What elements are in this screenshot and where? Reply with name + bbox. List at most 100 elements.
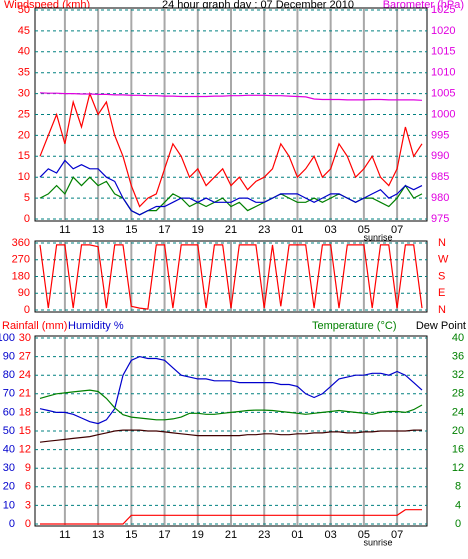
y-tick-label: 20 [18, 129, 30, 141]
y2-tick-label: E [438, 287, 445, 299]
y-tick-label: 180 [12, 270, 30, 282]
y-tick-label: 10 [3, 499, 15, 511]
x-tick-label: 03 [325, 224, 337, 236]
x-tick-label: 19 [192, 224, 204, 236]
temperature-label: Temperature (°C) [312, 320, 396, 332]
y2-tick-label: 990 [431, 150, 449, 162]
series-line [39, 389, 423, 421]
x-tick-label: 01 [291, 529, 303, 541]
graph-title: 24 hour graph day : 07 December 2010 [162, 0, 354, 11]
y2-tick-label: W [438, 254, 449, 266]
y-tick-label: 30 [18, 88, 30, 100]
x-tick-label: 17 [158, 224, 170, 236]
y2-tick-label: 975 [431, 213, 449, 225]
y-tick-label: 50 [3, 425, 15, 437]
y3-tick-label: 0 [25, 518, 31, 530]
y-tick-label: 80 [3, 369, 15, 381]
y2-tick-label: 1005 [431, 88, 455, 100]
y2-tick-label: 980 [431, 192, 449, 204]
y-tick-label: 5 [24, 192, 30, 204]
y2-tick-label: 4 [455, 499, 461, 511]
windspeed-label: Windspeed (kmh) [4, 0, 90, 11]
y3-tick-label: 15 [19, 425, 31, 437]
y2-tick-label: 995 [431, 129, 449, 141]
y2-tick-label: 40 [452, 332, 464, 344]
y2-tick-label: 1000 [431, 108, 455, 120]
y-tick-label: 0 [24, 213, 30, 225]
y-tick-label: 35 [18, 67, 30, 79]
y3-tick-label: 18 [19, 406, 31, 418]
y3-tick-label: 24 [19, 369, 31, 381]
series-line [39, 159, 423, 216]
x-tick-label: 21 [225, 224, 237, 236]
y3-tick-label: 12 [19, 444, 31, 456]
barometer-label: Barometer (hPa) [383, 0, 464, 11]
y-tick-label: 50 [18, 4, 30, 16]
y-tick-label: 0 [24, 304, 30, 316]
y-tick-label: 360 [12, 237, 30, 249]
x-tick-label: 03 [325, 529, 337, 541]
x-tick-label: 21 [225, 529, 237, 541]
x-tick-label: 15 [125, 224, 137, 236]
y2-tick-label: 32 [452, 369, 464, 381]
y-tick-label: 0 [9, 518, 15, 530]
x-tick-label: 07 [391, 224, 403, 236]
y-tick-label: 45 [18, 25, 30, 37]
y2-tick-label: 20 [452, 425, 464, 437]
y-tick-label: 30 [3, 462, 15, 474]
y-tick-label: 40 [18, 46, 30, 58]
y2-tick-label: 985 [431, 171, 449, 183]
y2-tick-label: S [438, 270, 445, 282]
y2-tick-label: 1020 [431, 25, 455, 37]
x-tick-label: 23 [258, 224, 270, 236]
series-line [40, 509, 422, 525]
humidity-label: Humidity % [68, 320, 124, 332]
series-line [39, 92, 423, 101]
y2-tick-label: 0 [455, 518, 461, 530]
dewpoint-label: Dew Point [416, 320, 466, 332]
x-tick-label: 11 [59, 529, 70, 541]
y3-tick-label: 6 [25, 481, 31, 493]
y-tick-label: 100 [0, 332, 15, 344]
y2-tick-label: 1025 [431, 4, 455, 16]
y3-tick-label: 21 [19, 388, 31, 400]
x-tick-label: 01 [291, 224, 303, 236]
x-tick-label: 11 [59, 224, 70, 236]
series-line [39, 244, 423, 310]
x-tick-label: 13 [92, 529, 104, 541]
series-line [39, 355, 423, 425]
y3-tick-label: 3 [25, 499, 31, 511]
y2-tick-label: 36 [452, 351, 464, 363]
x-tick-label: 19 [192, 529, 204, 541]
y2-tick-label: 16 [452, 444, 464, 456]
y2-tick-label: 28 [452, 388, 464, 400]
y2-tick-label: 12 [452, 462, 464, 474]
y-tick-label: 25 [18, 108, 30, 120]
series-line [39, 91, 423, 208]
y-tick-label: 90 [3, 351, 15, 363]
x-tick-label: 13 [92, 224, 104, 236]
y2-tick-label: N [438, 304, 446, 316]
y-tick-label: 270 [12, 254, 30, 266]
sunrise-label: sunrise [363, 232, 392, 242]
x-tick-label: 05 [358, 529, 370, 541]
y-tick-label: 10 [18, 171, 30, 183]
y3-tick-label: 27 [19, 351, 31, 363]
y-tick-label: 15 [18, 150, 30, 162]
y2-tick-label: 1010 [431, 67, 455, 79]
y-tick-label: 70 [3, 388, 15, 400]
sunrise-label: sunrise [363, 537, 392, 547]
series-line [39, 429, 422, 443]
y3-tick-label: 9 [25, 462, 31, 474]
x-tick-label: 15 [125, 529, 137, 541]
y3-tick-label: 30 [19, 332, 31, 344]
y-tick-label: 60 [3, 406, 15, 418]
x-tick-label: 23 [258, 529, 270, 541]
x-tick-label: 05 [358, 224, 370, 236]
y-tick-label: 20 [3, 481, 15, 493]
y2-tick-label: 8 [455, 481, 461, 493]
rainfall-label: Rainfall (mm) [2, 320, 67, 332]
y2-tick-label: 1015 [431, 46, 455, 58]
y2-tick-label: N [438, 237, 446, 249]
